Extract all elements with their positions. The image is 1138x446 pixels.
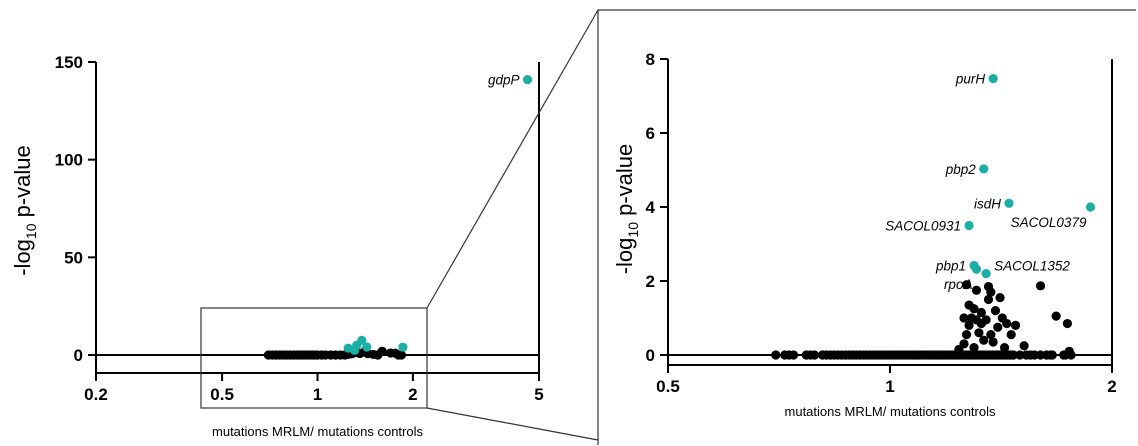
data-point	[1045, 350, 1055, 360]
y-tick-label: 100	[55, 151, 83, 170]
x-tick-label: 2	[408, 385, 417, 404]
y-tick-label: 6	[646, 124, 655, 143]
data-point	[1015, 350, 1025, 360]
data-point	[1060, 350, 1071, 360]
highlight-point	[979, 164, 989, 174]
overview-panel: 0 50 100 150 0.2 0.5 1 2 5 mutations MRLM/ mutati…	[10, 53, 544, 439]
data-point	[983, 294, 994, 305]
data-point	[993, 322, 1003, 332]
zoom-connector-top	[426, 9, 599, 309]
data-point	[1010, 320, 1021, 330]
gene-label: pbp1	[935, 258, 966, 273]
data-point	[809, 350, 820, 360]
x-tick-label: 5	[534, 385, 543, 404]
data-point	[1008, 350, 1018, 360]
gene-label: rpoA	[944, 277, 973, 292]
data-point	[961, 330, 972, 340]
y-tick-label: 0	[646, 346, 655, 365]
data-point	[974, 328, 984, 338]
y-axis-title: -log10 p-value	[10, 145, 39, 276]
data-point	[961, 280, 972, 290]
data-point	[1035, 281, 1046, 291]
highlight-point	[522, 74, 533, 85]
highlight-point	[398, 342, 408, 352]
x-tick-label: 0.5	[210, 385, 234, 404]
data-point	[988, 337, 998, 347]
data-point	[771, 350, 781, 360]
highlight-point	[971, 264, 982, 274]
data-point	[981, 315, 991, 325]
data-point	[995, 293, 1005, 303]
data-point	[986, 330, 996, 340]
y-tick-label: 8	[646, 50, 655, 69]
gene-label: SACOL1352	[994, 259, 1070, 274]
y-tick-label: 2	[646, 272, 655, 291]
highlight-point	[1085, 202, 1096, 212]
gene-label: SACOL0931	[885, 219, 961, 234]
y-axis-title-main: -log	[10, 239, 35, 276]
y-axis-title-tail: p-value	[10, 145, 35, 223]
highlight-point	[981, 269, 991, 279]
zoom-box	[200, 307, 428, 409]
x-tick-label: 0.2	[84, 385, 108, 404]
y-axis-title-tail: p-value	[612, 144, 637, 222]
highlight-point	[350, 345, 360, 355]
gene-label: isdH	[974, 196, 1001, 211]
y-axis-title: -log10 p-value	[612, 144, 641, 275]
x-tick-label: 0.5	[656, 377, 680, 396]
data-point	[969, 343, 979, 353]
x-tick-label: 2	[1107, 377, 1116, 396]
data-point	[976, 307, 986, 318]
data-point	[964, 300, 974, 310]
gene-label: SACOL0379	[1011, 215, 1087, 230]
y-tick-label: 150	[55, 53, 83, 72]
y-axis-title-subscript: 10	[625, 222, 641, 238]
zoom-panel: 0 2 4 6 8 0.5 1 2 mutations MRLM/ mutations cont…	[612, 50, 1117, 419]
y-tick-label: 0	[74, 346, 83, 365]
data-point	[999, 343, 1010, 353]
x-tick-label: 1	[313, 385, 322, 404]
highlight-point	[362, 342, 372, 352]
data-point	[1002, 318, 1012, 329]
highlight-point	[964, 220, 974, 231]
data-point	[971, 285, 982, 295]
data-point	[1062, 318, 1072, 329]
data-point	[983, 281, 994, 292]
x-axis-title: mutations MRLM/ mutations controls	[785, 404, 996, 419]
x-axis-title: mutations MRLM/ mutations controls	[212, 424, 423, 439]
zoom-connector-bottom	[426, 407, 599, 441]
data-point	[964, 320, 974, 330]
y-axis-title-subscript: 10	[23, 223, 39, 239]
x-tick-label: 1	[885, 377, 894, 396]
data-point	[990, 306, 1001, 316]
highlight-point	[988, 74, 998, 84]
highlight-point	[1004, 198, 1014, 208]
y-tick-label: 50	[64, 248, 83, 267]
data-point	[1051, 311, 1061, 321]
data-point	[979, 335, 989, 345]
gene-label: purH	[955, 72, 986, 87]
y-axis-title-main: -log	[612, 238, 637, 275]
gene-label: pbp2	[945, 162, 977, 177]
data-point	[396, 350, 407, 360]
gene-label: gdpP	[488, 73, 520, 88]
data-point	[1019, 341, 1029, 351]
data-point	[788, 350, 799, 360]
zoom-connector	[200, 9, 1136, 445]
y-tick-label: 4	[646, 198, 656, 217]
data-point	[377, 346, 387, 356]
data-point	[959, 313, 969, 323]
data-point	[959, 339, 969, 349]
data-point	[1006, 330, 1016, 340]
